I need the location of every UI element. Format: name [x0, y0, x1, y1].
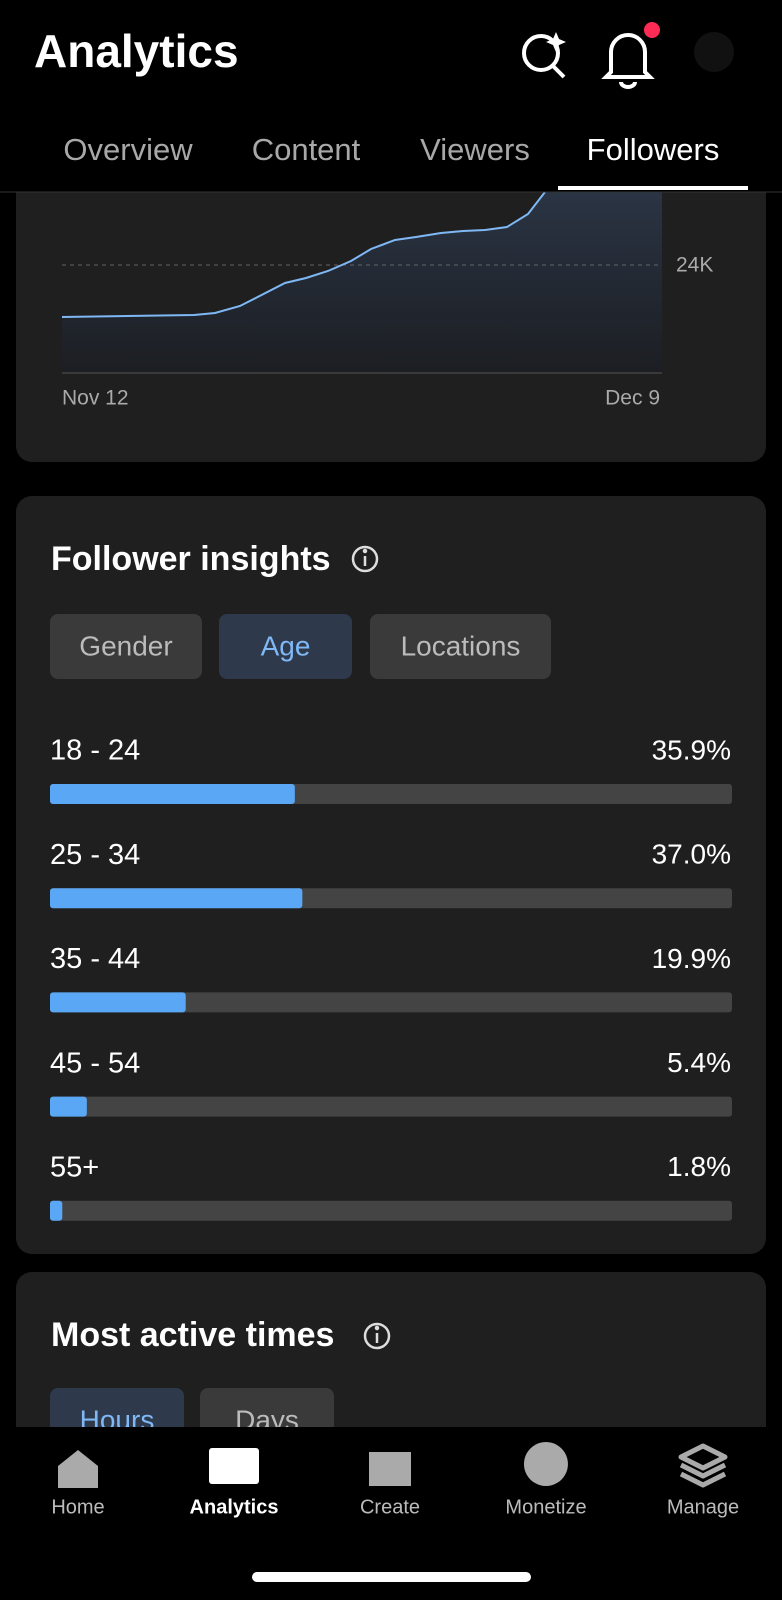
- tab[interactable]: Viewers: [420, 132, 530, 167]
- chart-area: [62, 192, 662, 373]
- x-tick-label: Dec 9: [605, 387, 660, 410]
- age-percent: 1.8%: [667, 1151, 731, 1182]
- chart-line: [61, 191, 546, 318]
- profile-avatar[interactable]: [694, 32, 734, 72]
- bar: [50, 784, 295, 804]
- section-title: Follower insights: [51, 540, 331, 578]
- info-icon[interactable]: [363, 1322, 391, 1350]
- search-ai-button[interactable]: [522, 32, 566, 79]
- age-percent: 19.9%: [652, 943, 731, 974]
- bar-track: [50, 1096, 732, 1117]
- chip[interactable]: [370, 614, 551, 679]
- tab[interactable]: Content: [252, 132, 361, 167]
- age-percent: 35.9%: [652, 734, 731, 765]
- chip[interactable]: [219, 614, 352, 679]
- x-tick-label: Nov 12: [62, 387, 129, 410]
- nav-icon: [678, 1443, 728, 1488]
- chip[interactable]: [50, 614, 202, 679]
- chip-label: Gender: [79, 630, 172, 661]
- bar: [50, 888, 303, 909]
- bar: [50, 992, 186, 1013]
- notifications-button[interactable]: [601, 22, 660, 89]
- age-label: 35 - 44: [50, 943, 140, 975]
- home-indicator: [252, 1572, 531, 1582]
- age-label: 55+: [50, 1151, 99, 1183]
- age-label: 25 - 34: [50, 839, 140, 871]
- bar-track: [50, 992, 732, 1013]
- nav-label: Create: [360, 1496, 420, 1518]
- tab-underline: [558, 186, 748, 190]
- nav-icon: [523, 1442, 568, 1486]
- info-icon[interactable]: [351, 545, 379, 573]
- section-title: Most active times: [51, 1316, 334, 1354]
- chip-label: Locations: [401, 630, 521, 661]
- bar: [50, 1096, 87, 1117]
- nav-item[interactable]: Analytics: [190, 1448, 279, 1518]
- age-label: 18 - 24: [50, 735, 140, 767]
- nav-label: Analytics: [190, 1496, 279, 1518]
- bar: [50, 1200, 63, 1221]
- y-tick-label: 24K: [676, 254, 713, 277]
- age-percent: 5.4%: [667, 1047, 731, 1078]
- nav-icon: [58, 1450, 98, 1488]
- nav-icon: [369, 1452, 411, 1486]
- insights-card: [16, 496, 766, 1254]
- page-title: Analytics: [34, 25, 239, 77]
- nav-icon: [209, 1448, 259, 1484]
- age-label: 45 - 54: [50, 1047, 140, 1079]
- nav-label: Monetize: [505, 1496, 586, 1518]
- nav-item[interactable]: Monetize: [505, 1442, 587, 1518]
- tab[interactable]: Overview: [63, 132, 193, 167]
- nav-item[interactable]: Home: [51, 1450, 105, 1518]
- nav-item[interactable]: Create: [360, 1452, 420, 1518]
- nav-item[interactable]: Manage: [667, 1443, 739, 1518]
- nav-label: Home: [51, 1496, 104, 1518]
- chip-label: Age: [261, 630, 311, 661]
- tab[interactable]: Followers: [587, 132, 720, 167]
- nav-label: Manage: [667, 1496, 739, 1518]
- bar-track: [50, 1200, 732, 1221]
- age-percent: 37.0%: [652, 839, 731, 870]
